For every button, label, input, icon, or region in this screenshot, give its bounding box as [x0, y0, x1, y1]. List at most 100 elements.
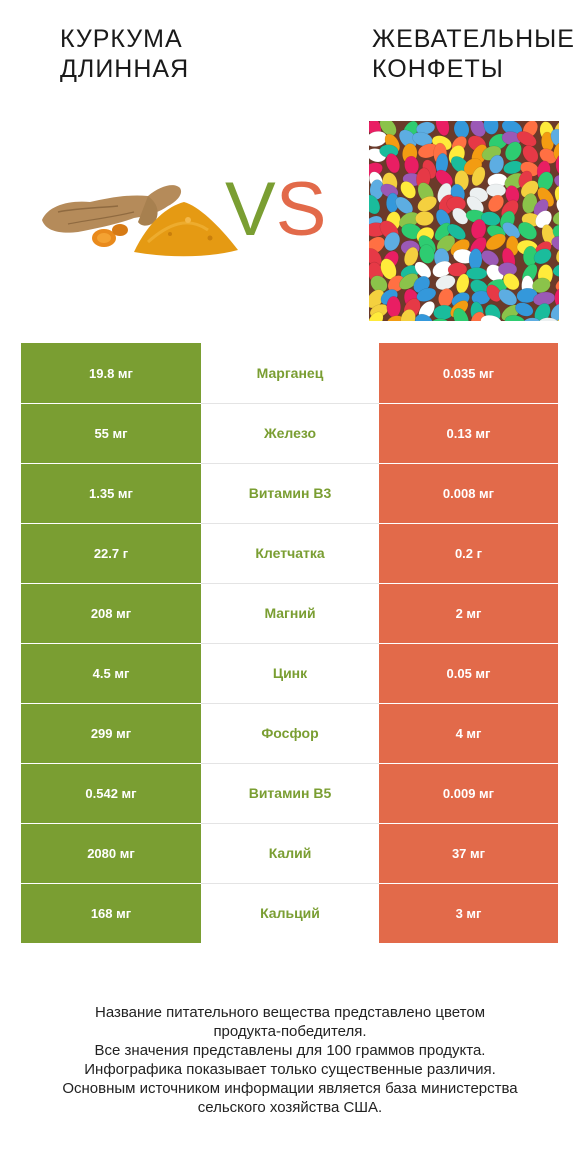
- jelly-bean: [481, 250, 499, 266]
- jelly-bean: [521, 317, 541, 321]
- jelly-bean: [488, 194, 504, 212]
- jelly-bean: [486, 284, 502, 302]
- jelly-bean: [471, 166, 486, 187]
- left-value-cell: 299 мг: [21, 703, 201, 763]
- right-value-cell: 0.008 мг: [379, 463, 558, 523]
- row-divider: [21, 403, 201, 404]
- nutrient-name-cell: Магний: [201, 583, 379, 643]
- table-row: 1.35 мг Витамин B3 0.008 мг: [21, 463, 558, 523]
- jelly-bean: [554, 288, 559, 310]
- jelly-bean: [370, 275, 388, 293]
- row-divider: [379, 523, 558, 524]
- left-value-cell: 22.7 г: [21, 523, 201, 583]
- row-divider: [379, 463, 558, 464]
- nutrient-name-cell: Фосфор: [201, 703, 379, 763]
- row-divider: [379, 823, 558, 824]
- left-title-line1: КУРКУМА: [60, 25, 183, 53]
- jelly-bean: [453, 307, 469, 321]
- row-divider: [201, 883, 379, 884]
- row-divider: [21, 523, 201, 524]
- right-value-cell: 3 мг: [379, 883, 558, 943]
- jelly-bean: [555, 277, 559, 292]
- row-divider: [379, 643, 558, 644]
- row-divider: [21, 823, 201, 824]
- jelly-bean: [555, 245, 559, 264]
- jelly-bean: [416, 287, 437, 302]
- jelly-bean: [466, 267, 488, 280]
- right-value-cell: 0.035 мг: [379, 343, 558, 403]
- vs-s-letter: S: [275, 167, 327, 252]
- jelly-bean: [435, 169, 453, 187]
- right-value-cell: 2 мг: [379, 583, 558, 643]
- jelly-bean: [369, 248, 382, 267]
- row-divider: [201, 583, 379, 584]
- jelly-bean: [553, 174, 559, 189]
- left-value-cell: 0.542 мг: [21, 763, 201, 823]
- right-value-cell: 0.2 г: [379, 523, 558, 583]
- left-value-cell: 55 мг: [21, 403, 201, 463]
- left-value-cell: 168 мг: [21, 883, 201, 943]
- nutrient-name-cell: Витамин B3: [201, 463, 379, 523]
- jelly-bean: [516, 131, 537, 147]
- table-row: 2080 мг Калий 37 мг: [21, 823, 558, 883]
- nutrient-name-cell: Кальций: [201, 883, 379, 943]
- row-divider: [201, 763, 379, 764]
- left-value-cell: 2080 мг: [21, 823, 201, 883]
- jelly-bean: [400, 309, 416, 321]
- table-row: 22.7 г Клетчатка 0.2 г: [21, 523, 558, 583]
- jelly-bean: [435, 121, 450, 136]
- row-divider: [201, 823, 379, 824]
- row-divider: [379, 403, 558, 404]
- row-divider: [379, 763, 558, 764]
- jelly-bean: [480, 315, 502, 321]
- row-divider: [379, 583, 558, 584]
- jelly-bean: [383, 232, 401, 251]
- jelly-bean: [489, 154, 505, 174]
- right-value-cell: 0.009 мг: [379, 763, 558, 823]
- jelly-bean: [551, 235, 559, 252]
- table-row: 4.5 мг Цинк 0.05 мг: [21, 643, 558, 703]
- row-divider: [21, 463, 201, 464]
- table-row: 208 мг Магний 2 мг: [21, 583, 558, 643]
- jelly-bean: [498, 288, 518, 306]
- jelly-bean: [503, 273, 520, 291]
- jelly-bean: [386, 296, 401, 318]
- jelly-bean: [452, 207, 469, 225]
- jelly-bean: [419, 244, 435, 264]
- nutrient-name-cell: Витамин B5: [201, 763, 379, 823]
- jelly-bean: [415, 211, 434, 226]
- jelly-bean: [515, 302, 534, 317]
- right-title-line2: КОНФЕТЫ: [372, 55, 504, 83]
- jelly-bean: [369, 289, 385, 309]
- jelly-bean: [470, 311, 486, 321]
- jelly-bean: [550, 128, 559, 148]
- jelly-bean: [369, 194, 381, 215]
- nutrient-name-cell: Железо: [201, 403, 379, 463]
- jelly-bean: [399, 273, 419, 290]
- comparison-table: 19.8 мг Марганец 0.035 мг 55 мг Железо 0.13 м…: [21, 343, 558, 943]
- nutrient-name-cell: Марганец: [201, 343, 379, 403]
- footer-line6: сельского хозяйства США.: [197, 1099, 383, 1116]
- vs-v-letter: V: [225, 167, 276, 252]
- left-value-cell: 19.8 мг: [21, 343, 201, 403]
- table-row: 55 мг Железо 0.13 мг: [21, 403, 558, 463]
- left-value-cell: 1.35 мг: [21, 463, 201, 523]
- jelly-bean: [556, 198, 559, 217]
- row-divider: [201, 523, 379, 524]
- jelly-bean: [430, 318, 451, 321]
- row-divider: [21, 643, 201, 644]
- jelly-bean: [485, 233, 506, 251]
- jelly-bean: [369, 311, 384, 321]
- jelly-beans-image: [369, 121, 559, 321]
- footer-line3: Все значения представлены для 100 граммо…: [94, 1042, 486, 1059]
- footer-note: Название питательного вещества представл…: [20, 1003, 560, 1117]
- jelly-bean: [483, 121, 499, 135]
- right-value-cell: 37 мг: [379, 823, 558, 883]
- jelly-bean: [537, 317, 559, 321]
- right-value-cell: 0.05 мг: [379, 643, 558, 703]
- jelly-bean: [517, 221, 537, 240]
- row-divider: [21, 583, 201, 584]
- jelly-bean: [552, 263, 559, 278]
- jelly-bean: [504, 314, 526, 321]
- jelly-bean: [555, 153, 559, 175]
